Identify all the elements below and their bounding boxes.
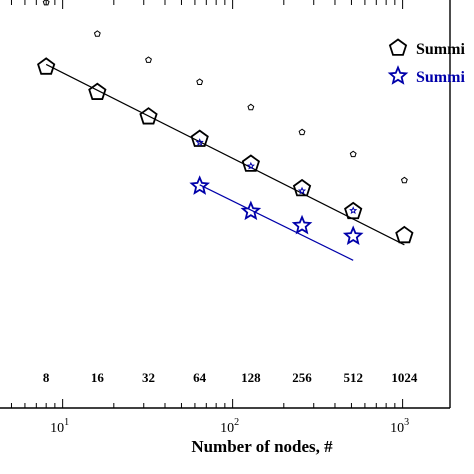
legend-marker-pentagon bbox=[388, 38, 408, 56]
pentagon-point bbox=[88, 82, 107, 100]
fit-line-2 bbox=[199, 184, 354, 261]
node-count-label: 128 bbox=[241, 370, 261, 385]
small-star-point bbox=[195, 138, 204, 146]
x-ticks: 101 102 103 bbox=[10, 0, 409, 436]
legend: Summi Summi bbox=[387, 38, 465, 86]
plot-axes bbox=[0, 0, 451, 409]
pentagon-point bbox=[344, 201, 363, 220]
small-pentagon-point bbox=[247, 103, 255, 111]
node-count-label: 512 bbox=[343, 370, 363, 385]
legend-label: Summi bbox=[416, 41, 465, 58]
small-pentagon-point bbox=[93, 30, 101, 37]
fit-lines bbox=[45, 63, 405, 261]
star-point bbox=[240, 200, 262, 221]
node-count-label: 256 bbox=[292, 370, 312, 385]
node-count-label: 32 bbox=[142, 370, 155, 385]
pentagon-point bbox=[241, 154, 260, 172]
pentagon-point bbox=[139, 107, 158, 125]
star-point bbox=[342, 225, 364, 246]
x-axis-title: Number of nodes, # bbox=[191, 437, 333, 456]
x-tick-label: 102 bbox=[220, 417, 239, 436]
small-pentagon-point bbox=[349, 150, 357, 158]
legend-marker-star bbox=[387, 65, 409, 85]
pentagon-point bbox=[37, 57, 56, 75]
node-count-label: 1024 bbox=[391, 370, 418, 385]
x-tick-label: 101 bbox=[50, 417, 69, 436]
data-markers bbox=[37, 0, 414, 246]
small-pentagon-point bbox=[298, 128, 306, 136]
pentagon-point bbox=[292, 178, 312, 197]
node-count-label: 8 bbox=[43, 370, 50, 385]
small-pentagon-point bbox=[145, 56, 152, 63]
small-star-point bbox=[349, 206, 358, 215]
small-pentagon-point bbox=[196, 78, 204, 85]
node-count-label: 64 bbox=[193, 370, 207, 385]
node-count-labels: 8 16 32 64 128 256 512 1024 bbox=[43, 370, 418, 385]
legend-label: Summi bbox=[416, 69, 465, 86]
star-point bbox=[189, 175, 210, 195]
pentagon-point bbox=[395, 225, 414, 244]
fit-line-1 bbox=[45, 63, 405, 246]
node-count-label: 16 bbox=[91, 370, 105, 385]
star-point bbox=[291, 214, 313, 235]
small-star-point bbox=[246, 161, 255, 170]
small-star-point bbox=[297, 186, 307, 195]
small-pentagon-point bbox=[400, 176, 408, 184]
x-tick-label: 103 bbox=[390, 417, 409, 436]
pentagon-point bbox=[190, 129, 209, 147]
